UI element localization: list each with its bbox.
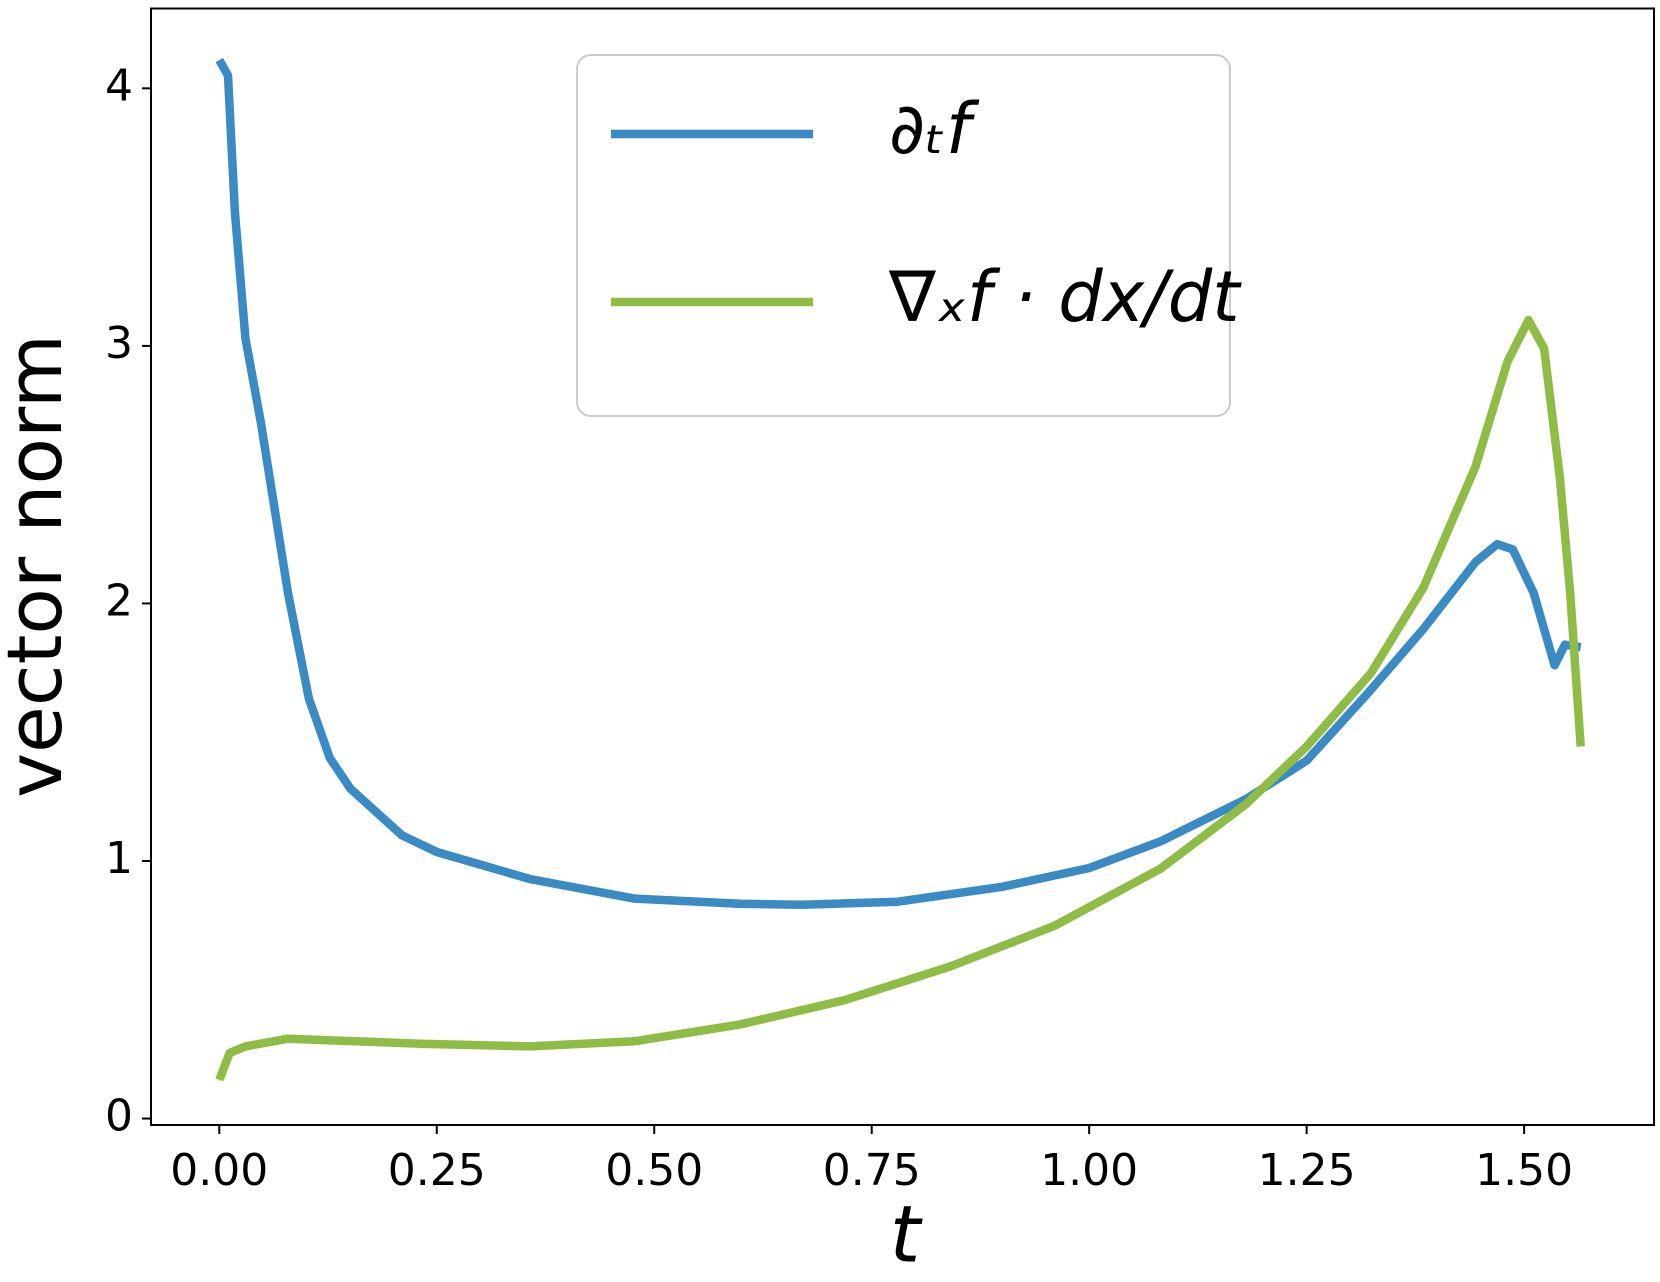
x-tick-label: 0.75 — [823, 1145, 921, 1196]
y-tick-label: 0 — [105, 1091, 133, 1142]
data-line — [215, 315, 1585, 1082]
x-tick-label: 1.25 — [1258, 1145, 1356, 1196]
x-tick-label: 1.50 — [1475, 1145, 1573, 1196]
x-tick-label: 0.00 — [170, 1145, 268, 1196]
y-tick-label: 4 — [105, 60, 133, 111]
data-line — [215, 57, 1582, 910]
legend-label: ∇ₓf · dx/dt — [888, 256, 1242, 338]
legend-box — [576, 54, 1231, 417]
y-tick-label: 1 — [105, 833, 133, 884]
x-axis-label: t — [890, 1190, 923, 1280]
x-tick-label: 0.50 — [605, 1145, 703, 1196]
x-tick-label: 0.25 — [388, 1145, 486, 1196]
y-tick-label: 3 — [105, 318, 133, 369]
legend-label: ∂ₜf — [889, 88, 980, 170]
axes-frame — [150, 7, 1655, 1126]
y-tick-label: 2 — [105, 575, 133, 626]
x-tick-label: 1.00 — [1040, 1145, 1138, 1196]
y-axis-label: vector norm — [0, 334, 79, 798]
